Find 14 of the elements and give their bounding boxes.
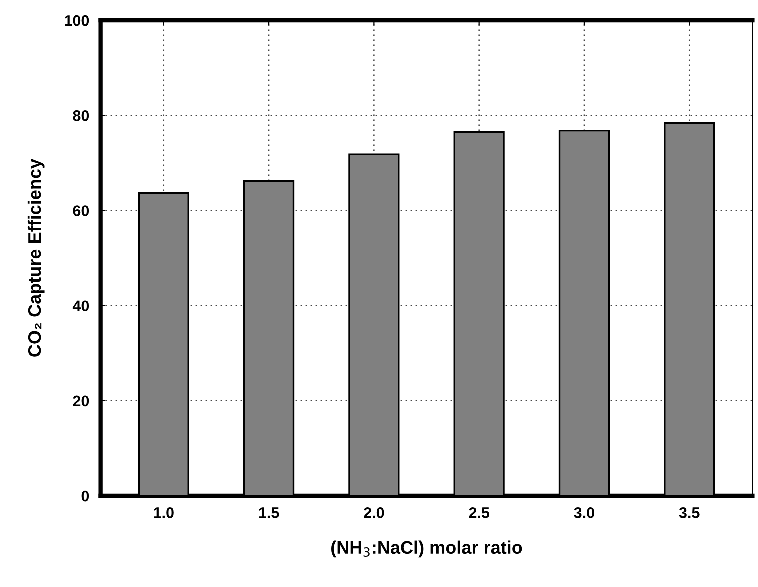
y-tick-label: 60 <box>73 206 90 216</box>
x-axis-title: (NH$_{3}$:NaCl) molar ratio <box>332 540 522 558</box>
x-tick-label: 3.5 <box>679 508 700 518</box>
y-tick-label: 100 <box>65 15 90 26</box>
x-tick-label: 1.5 <box>259 508 280 518</box>
x-tick-label: 1.0 <box>154 508 174 518</box>
y-tick-label: 0 <box>82 490 90 502</box>
x-tick-label: 3.0 <box>574 508 594 518</box>
x-tick-label: 2.5 <box>469 508 490 518</box>
y-axis-title: CO₂ Capture Efficiency <box>28 159 45 357</box>
x-tick-label: 2.0 <box>364 508 384 518</box>
y-tick-label: 20 <box>73 396 90 407</box>
y-tick-label: 40 <box>72 300 90 312</box>
y-tick-label: 80 <box>73 110 90 122</box>
